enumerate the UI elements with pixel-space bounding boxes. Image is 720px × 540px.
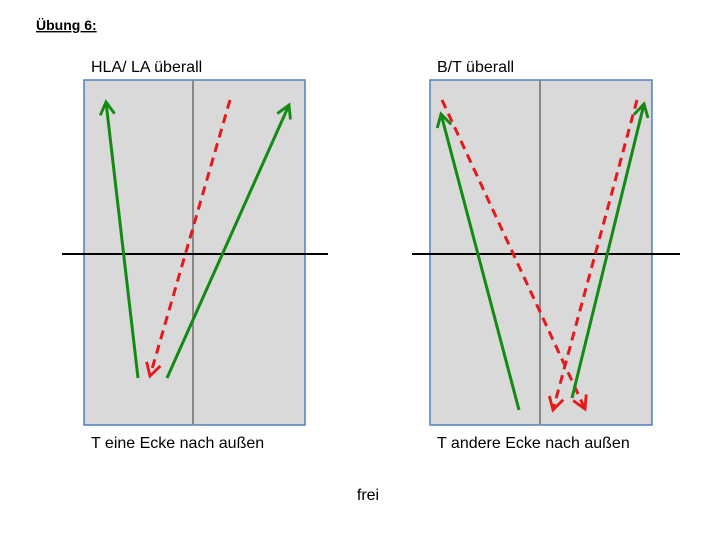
arrow-green <box>165 102 292 379</box>
arrow-green <box>435 111 521 411</box>
panel-label: HLA/ LA überall <box>91 59 202 76</box>
title: Übung 6: <box>36 17 97 33</box>
arrow-red <box>547 99 639 413</box>
panel-box <box>83 79 306 426</box>
panel-label: B/T überall <box>437 59 514 76</box>
panel-caption: T andere Ecke nach außen <box>437 435 630 452</box>
arrow-green <box>98 99 140 379</box>
panel-caption: T eine Ecke nach außen <box>91 435 264 452</box>
arrow-red <box>145 99 232 379</box>
panel-left: HLA/ LA überall T eine Ecke nach außen <box>62 59 328 452</box>
panel-right: B/T überall T andere Ecke nach außen <box>412 59 680 452</box>
arrow-red <box>440 99 588 412</box>
arrow-green <box>570 101 650 399</box>
footer-text: frei <box>357 487 379 504</box>
